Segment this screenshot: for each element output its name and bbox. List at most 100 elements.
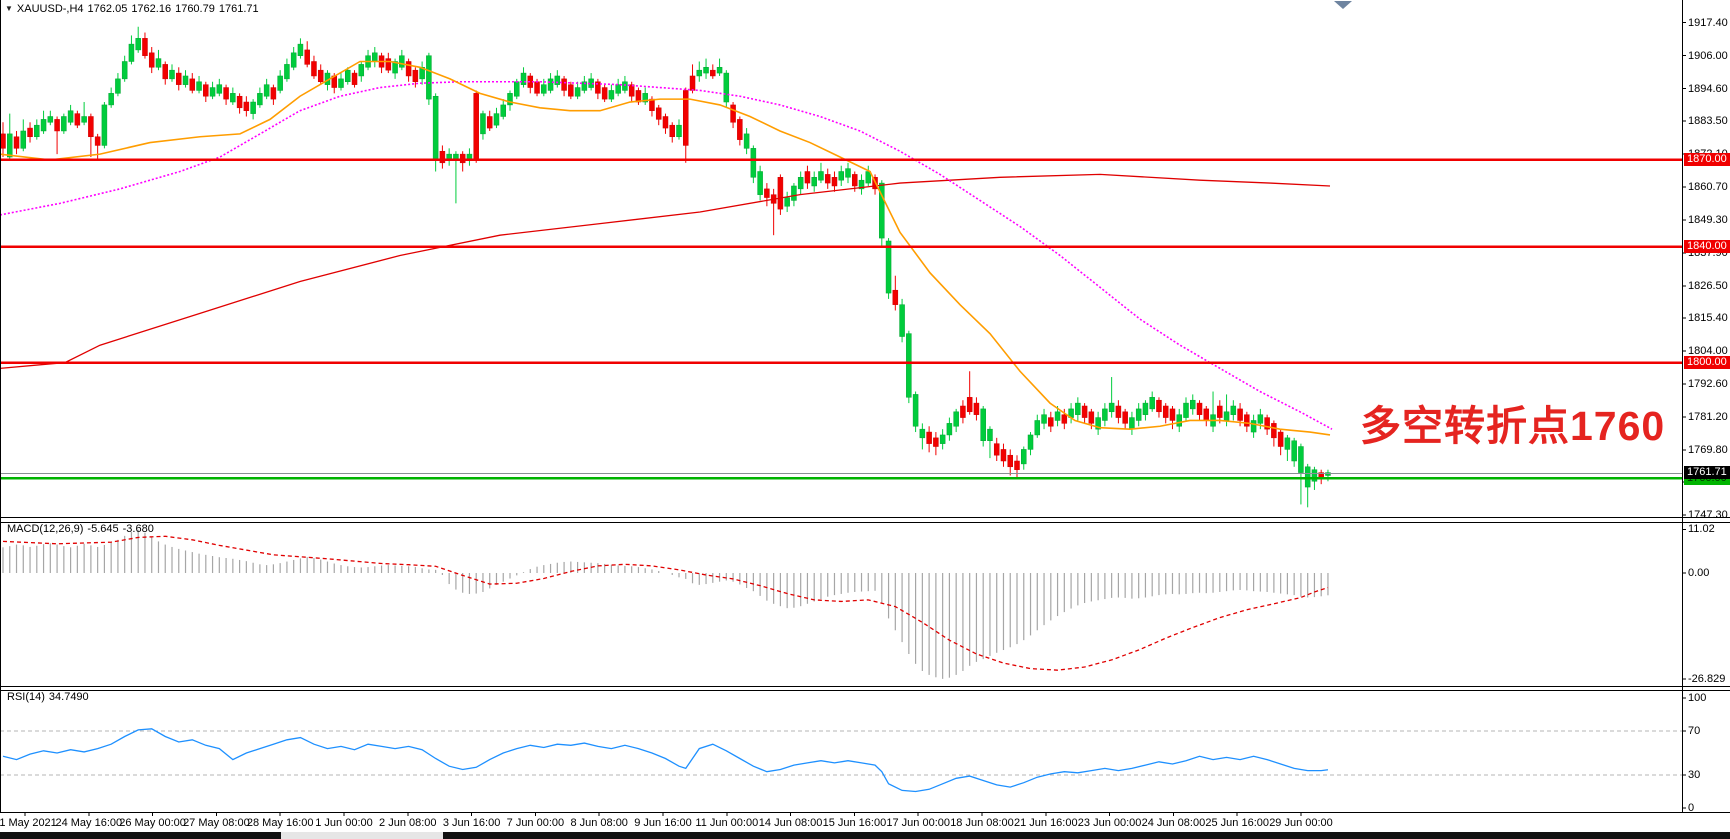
candle-body [757,171,763,195]
candle-body [155,58,162,68]
candle-body [696,69,703,77]
macd-indicator-label: MACD(12,26,9) -5.645 -3.680 [7,523,158,535]
candle-body [764,188,770,198]
candle-body [277,75,283,91]
candle-body [1237,408,1243,421]
ma-magenta-line [0,80,1333,430]
candle-body [507,93,513,106]
candle-body [858,179,865,190]
rsi-value: 34.7490 [48,691,89,703]
candle-body [615,84,621,94]
candle-body [1034,420,1041,436]
price-tick-label: 1792.60 [1688,378,1728,390]
ma-orange-line [0,60,1331,436]
symbol-dropdown-icon[interactable]: ▼ [5,4,13,13]
candle-body [885,240,892,294]
candle-body [230,93,236,103]
macd-tick-label: -26.829 [1688,673,1726,685]
candle-body [1284,437,1291,450]
time-tick-label: 24 May 16:00 [55,817,123,829]
time-tick-label: 9 Jun 16:00 [634,817,692,829]
price-tick-label: 1860.70 [1688,181,1728,193]
candle-body [67,110,74,123]
candle-body [405,61,412,77]
annotation-text: 多空转折点1760 [1360,403,1666,449]
rsi-tick-label: 70 [1688,725,1701,737]
price-level-label: 1870.00 [1684,153,1730,166]
candle-body [473,93,479,161]
candle-body [1048,417,1054,427]
candle-body [108,93,114,106]
candle-body [574,87,581,97]
price-tick-label: 1826.50 [1688,280,1728,292]
candle-body [27,127,33,138]
candle-body [703,67,709,74]
candle-body [520,72,527,85]
candle-body [61,116,67,132]
chart-shift-marker-icon[interactable] [1334,1,1352,9]
candle-body [730,104,736,123]
candle-body [1169,408,1176,421]
candle-body [338,78,344,88]
symbol-period-label: XAUUSD-,H4 [16,3,84,15]
candle-body [135,38,141,51]
candle-body [243,101,250,111]
candle-body [1230,405,1237,415]
macd-signal-line [2,535,1329,671]
candle-body [399,55,405,68]
chart-header: ▼ XAUUSD-,H4 1762.05 1762.16 1760.79 1761.71 [5,3,263,15]
h-scrollbar-thumb[interactable] [281,832,443,839]
candle-body [1223,411,1230,421]
time-tick-label: 7 Jun 00:00 [506,817,565,829]
candle-body [1190,399,1196,410]
candle-body [1007,454,1013,468]
candle-body [797,177,804,190]
candle-body [47,116,54,123]
time-tick-label: 28 May 16:00 [246,817,314,829]
candle-body [892,289,899,305]
candle-body [189,78,196,91]
candle-body [804,171,811,184]
candle-body [547,78,554,91]
h-scrollbar-track[interactable] [0,832,1730,839]
price-tick-label: 1781.20 [1688,411,1728,423]
candle-body [1054,411,1061,421]
candle-body [622,81,628,91]
candle-body [216,84,223,94]
candle-body [1162,405,1169,418]
candle-body [676,124,682,138]
candle-body [176,72,182,85]
candle-body [1129,417,1135,430]
macd-value-main: -5.645 [87,523,119,535]
time-tick-label: 29 Jun 00:00 [1269,817,1333,829]
candle-body [1081,405,1088,418]
candle-body [270,87,277,100]
candle-body [919,428,926,439]
time-tick-label: 21 May 2021 [0,817,57,829]
candle-body [297,43,304,56]
candle-body [601,87,608,100]
rsi-name: RSI(14) [7,691,45,703]
candle-body [534,81,540,94]
candle-body [385,58,392,71]
candle-body [148,52,155,68]
candle-body [1291,440,1297,462]
candle-body [372,52,378,62]
candle-body [784,197,790,207]
rsi-line [2,728,1329,793]
candle-body [824,174,831,184]
candle-body [94,136,101,146]
candle-body [1108,402,1115,413]
candle-body [1000,449,1007,462]
ohlc-high: 1762.16 [131,3,172,15]
candle-body [358,64,365,77]
candle-body [845,168,851,178]
price-tick-label: 1769.80 [1688,444,1728,456]
candle-body [912,394,919,427]
price-tick-label: 1906.00 [1688,50,1728,62]
candle-body [750,148,757,178]
candle-body [236,95,243,109]
candle-body [1122,411,1128,424]
